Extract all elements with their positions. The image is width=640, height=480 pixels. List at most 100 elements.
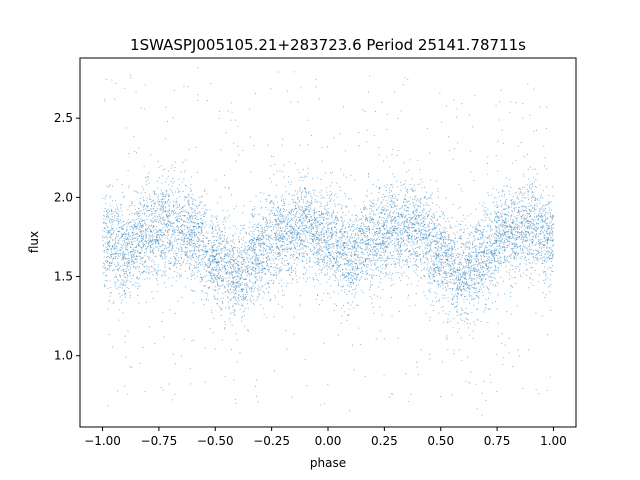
data-point <box>433 235 434 237</box>
data-point <box>496 260 498 262</box>
data-point <box>488 266 490 268</box>
data-point <box>519 246 521 248</box>
data-point <box>371 284 373 286</box>
data-point <box>151 232 153 234</box>
data-point <box>105 274 107 276</box>
data-point <box>465 283 467 285</box>
data-point <box>282 294 284 296</box>
data-point <box>413 270 415 272</box>
data-point <box>290 282 292 284</box>
data-point <box>155 242 157 244</box>
data-point <box>546 240 548 242</box>
data-point <box>358 254 360 256</box>
data-point <box>162 196 164 198</box>
data-point <box>476 255 478 257</box>
data-point <box>389 253 391 255</box>
data-point <box>326 228 328 230</box>
data-point <box>380 270 382 272</box>
data-point <box>453 272 455 274</box>
data-point <box>433 226 435 228</box>
data-point <box>130 221 131 223</box>
data-point <box>237 298 239 300</box>
data-point <box>437 272 439 274</box>
data-point <box>442 282 444 284</box>
data-point <box>533 250 535 252</box>
data-point <box>446 274 448 276</box>
data-point <box>172 225 174 227</box>
data-point <box>477 253 479 255</box>
data-point <box>412 211 414 213</box>
data-point <box>387 263 389 265</box>
data-point <box>225 243 227 245</box>
data-point <box>346 246 348 248</box>
data-point <box>145 265 147 267</box>
data-point <box>135 208 137 210</box>
data-point <box>223 258 225 260</box>
data-point <box>265 230 267 232</box>
data-point <box>363 232 365 233</box>
data-point <box>237 267 239 269</box>
data-point <box>477 237 479 239</box>
data-point <box>263 254 265 256</box>
data-point <box>536 250 538 252</box>
data-point <box>326 224 328 226</box>
data-point <box>440 285 442 287</box>
data-point <box>104 196 106 198</box>
data-point <box>496 203 498 205</box>
data-point <box>165 191 167 193</box>
data-point <box>526 217 528 219</box>
data-point <box>154 202 156 204</box>
data-point <box>172 233 174 235</box>
data-point <box>373 242 375 244</box>
data-point <box>321 230 323 232</box>
data-point <box>445 289 447 291</box>
data-point <box>421 242 423 244</box>
data-point <box>355 287 357 289</box>
data-point <box>398 223 400 225</box>
data-point <box>480 243 482 245</box>
data-point <box>426 257 428 259</box>
data-point <box>390 227 392 229</box>
data-point <box>215 230 217 232</box>
data-point <box>191 256 193 258</box>
data-point <box>474 246 476 248</box>
data-point <box>228 308 230 310</box>
data-point <box>360 247 362 249</box>
data-point <box>529 210 531 212</box>
data-point <box>466 259 468 261</box>
data-point <box>382 216 384 218</box>
data-point <box>517 266 519 267</box>
data-point <box>387 196 389 198</box>
data-point <box>306 217 307 219</box>
data-point <box>323 197 325 199</box>
data-point <box>506 238 508 240</box>
data-point <box>293 232 295 234</box>
data-point <box>521 216 523 218</box>
data-point <box>460 307 462 309</box>
data-point <box>163 219 165 221</box>
data-point <box>241 263 243 265</box>
data-point <box>533 130 535 132</box>
data-point <box>126 244 128 246</box>
data-point <box>405 214 407 216</box>
data-point <box>128 222 130 224</box>
data-point <box>500 213 502 215</box>
data-point <box>326 244 328 246</box>
data-point <box>136 191 138 193</box>
data-point <box>457 292 459 294</box>
data-point <box>290 242 292 244</box>
data-point <box>527 215 529 217</box>
data-point <box>247 245 249 247</box>
data-point <box>164 234 166 236</box>
data-point <box>455 278 457 280</box>
data-point <box>441 265 443 267</box>
data-point <box>520 258 522 260</box>
data-point <box>169 245 171 247</box>
data-point <box>429 197 431 199</box>
data-point <box>333 291 335 293</box>
data-point <box>508 231 510 233</box>
data-point <box>460 269 462 271</box>
data-point <box>372 206 374 208</box>
data-point <box>156 274 158 276</box>
data-point <box>146 268 148 270</box>
